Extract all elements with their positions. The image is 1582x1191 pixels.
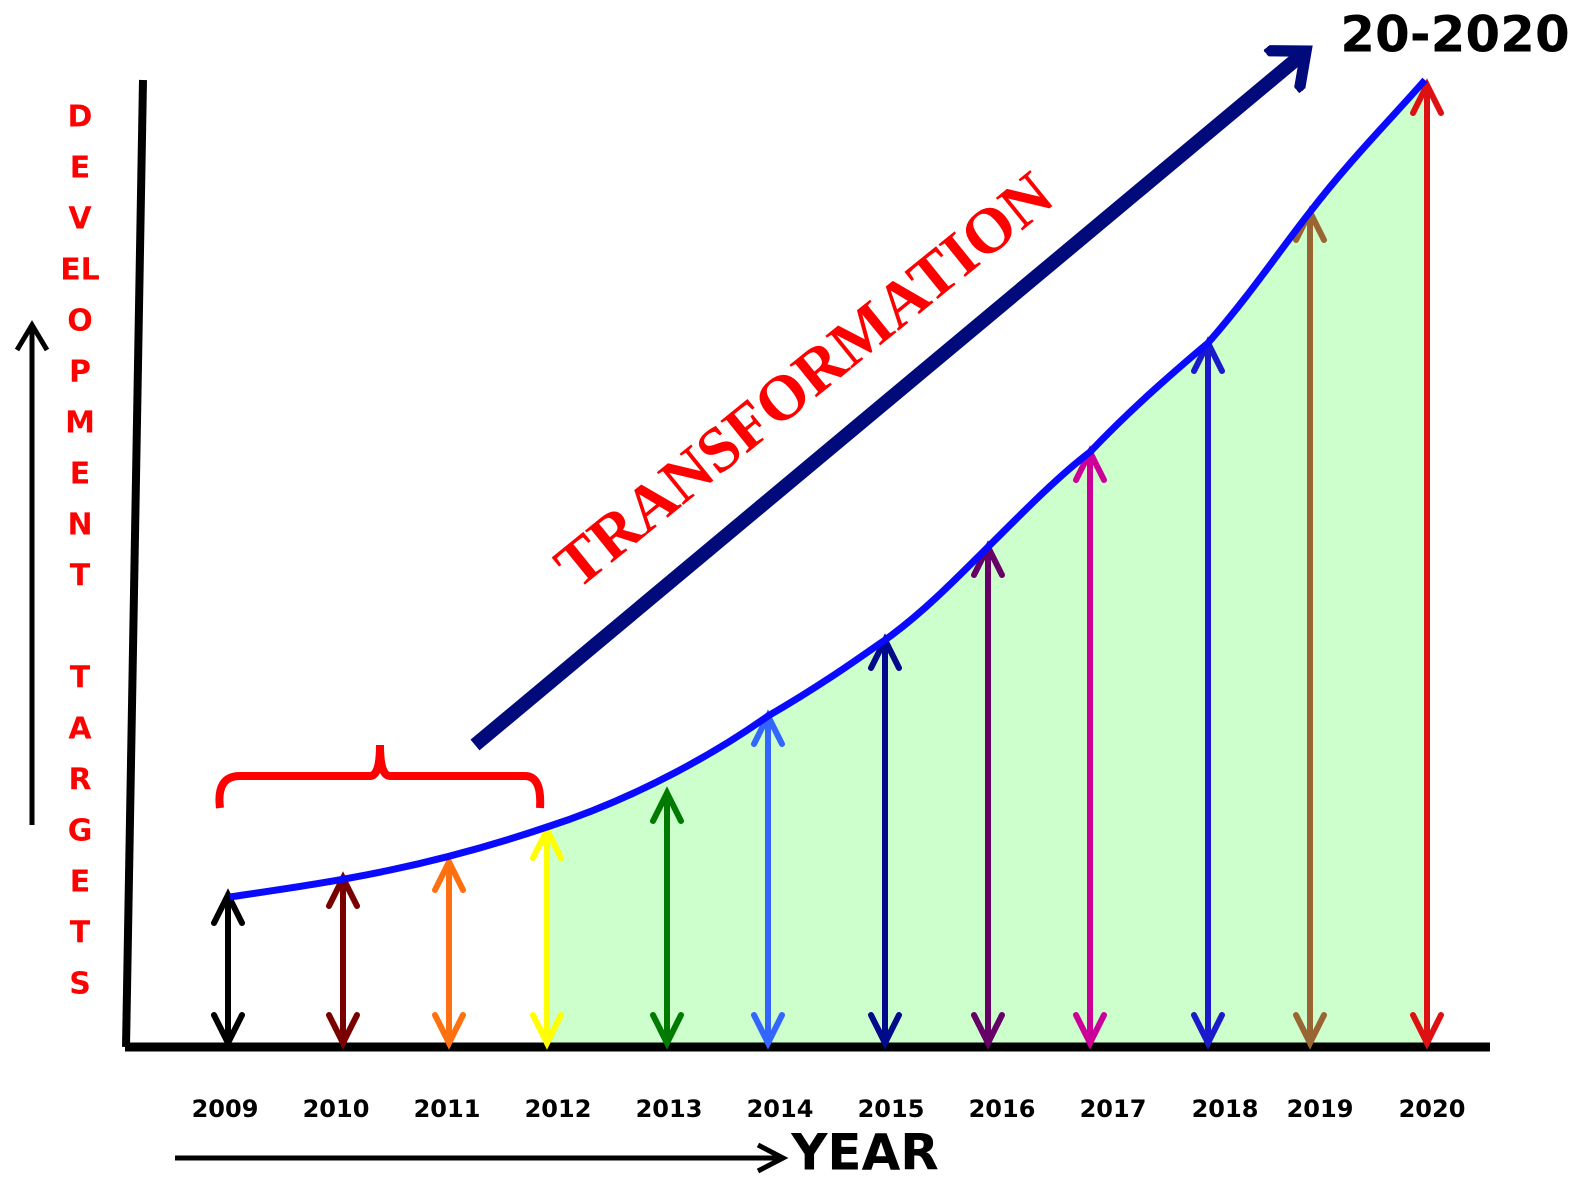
transformation-arrow [470,52,1305,751]
arrow-head [326,1012,360,1050]
y-label-letter: M [65,406,95,441]
year-label: 2017 [1080,1095,1147,1123]
x-label: YEAR [790,1124,939,1182]
arrow-head [650,786,684,824]
arrow-head [211,1012,245,1050]
y-label-letter: S [69,967,91,1002]
y-direction-head [14,320,50,352]
y-label-letter: R [68,763,91,798]
year-label: 2019 [1287,1095,1354,1123]
arrow-head [971,1012,1005,1050]
arrow-head [530,1012,564,1050]
year-label: 2015 [858,1095,925,1123]
y-label-letter: D [68,100,93,135]
y-label-letter: O [67,304,93,339]
y-label-letter: N [67,508,92,543]
year-label: 2014 [747,1095,814,1123]
y-label-letter: T [70,661,91,696]
arrow-head [1191,1012,1225,1050]
y-label-letter: E [70,457,91,492]
y-label-letter: E [70,151,91,186]
year-label: 2012 [525,1095,592,1123]
year-label: 2020 [1399,1095,1466,1123]
year-label: 2011 [414,1095,481,1123]
y-label-letter: G [68,814,93,849]
y-label-letter: EL [60,253,100,288]
y-label-letter: E [70,865,91,900]
arrow-head [1293,1012,1327,1050]
arrow-head [1410,78,1444,116]
year-label: 2013 [636,1095,703,1123]
arrow-head [432,1012,466,1050]
arrow-head [1410,1012,1444,1050]
y-label-letter: T [70,916,91,951]
arrow-head [1073,1012,1107,1050]
annotation: TRANSFORMATION [541,158,1066,602]
year-label: 2009 [192,1095,259,1123]
bracket [215,744,545,809]
year-label: 2010 [303,1095,370,1123]
arrow-head [751,1012,785,1050]
year-label: 2016 [969,1095,1036,1123]
y-label-letter: P [69,355,91,390]
growth-curve [229,77,1428,901]
year-label: 2018 [1192,1095,1259,1123]
arrow-head [868,1012,902,1050]
arrow-head [432,855,466,893]
y-label-letter: V [68,202,92,237]
x-direction-head [756,1142,789,1174]
arrow-head [650,1012,684,1050]
y-axis [122,79,147,1048]
arrow-head [211,888,245,926]
y-label-letter: T [70,559,91,594]
title: 20-2020 [1340,6,1570,64]
y-label-letter: A [68,712,92,747]
